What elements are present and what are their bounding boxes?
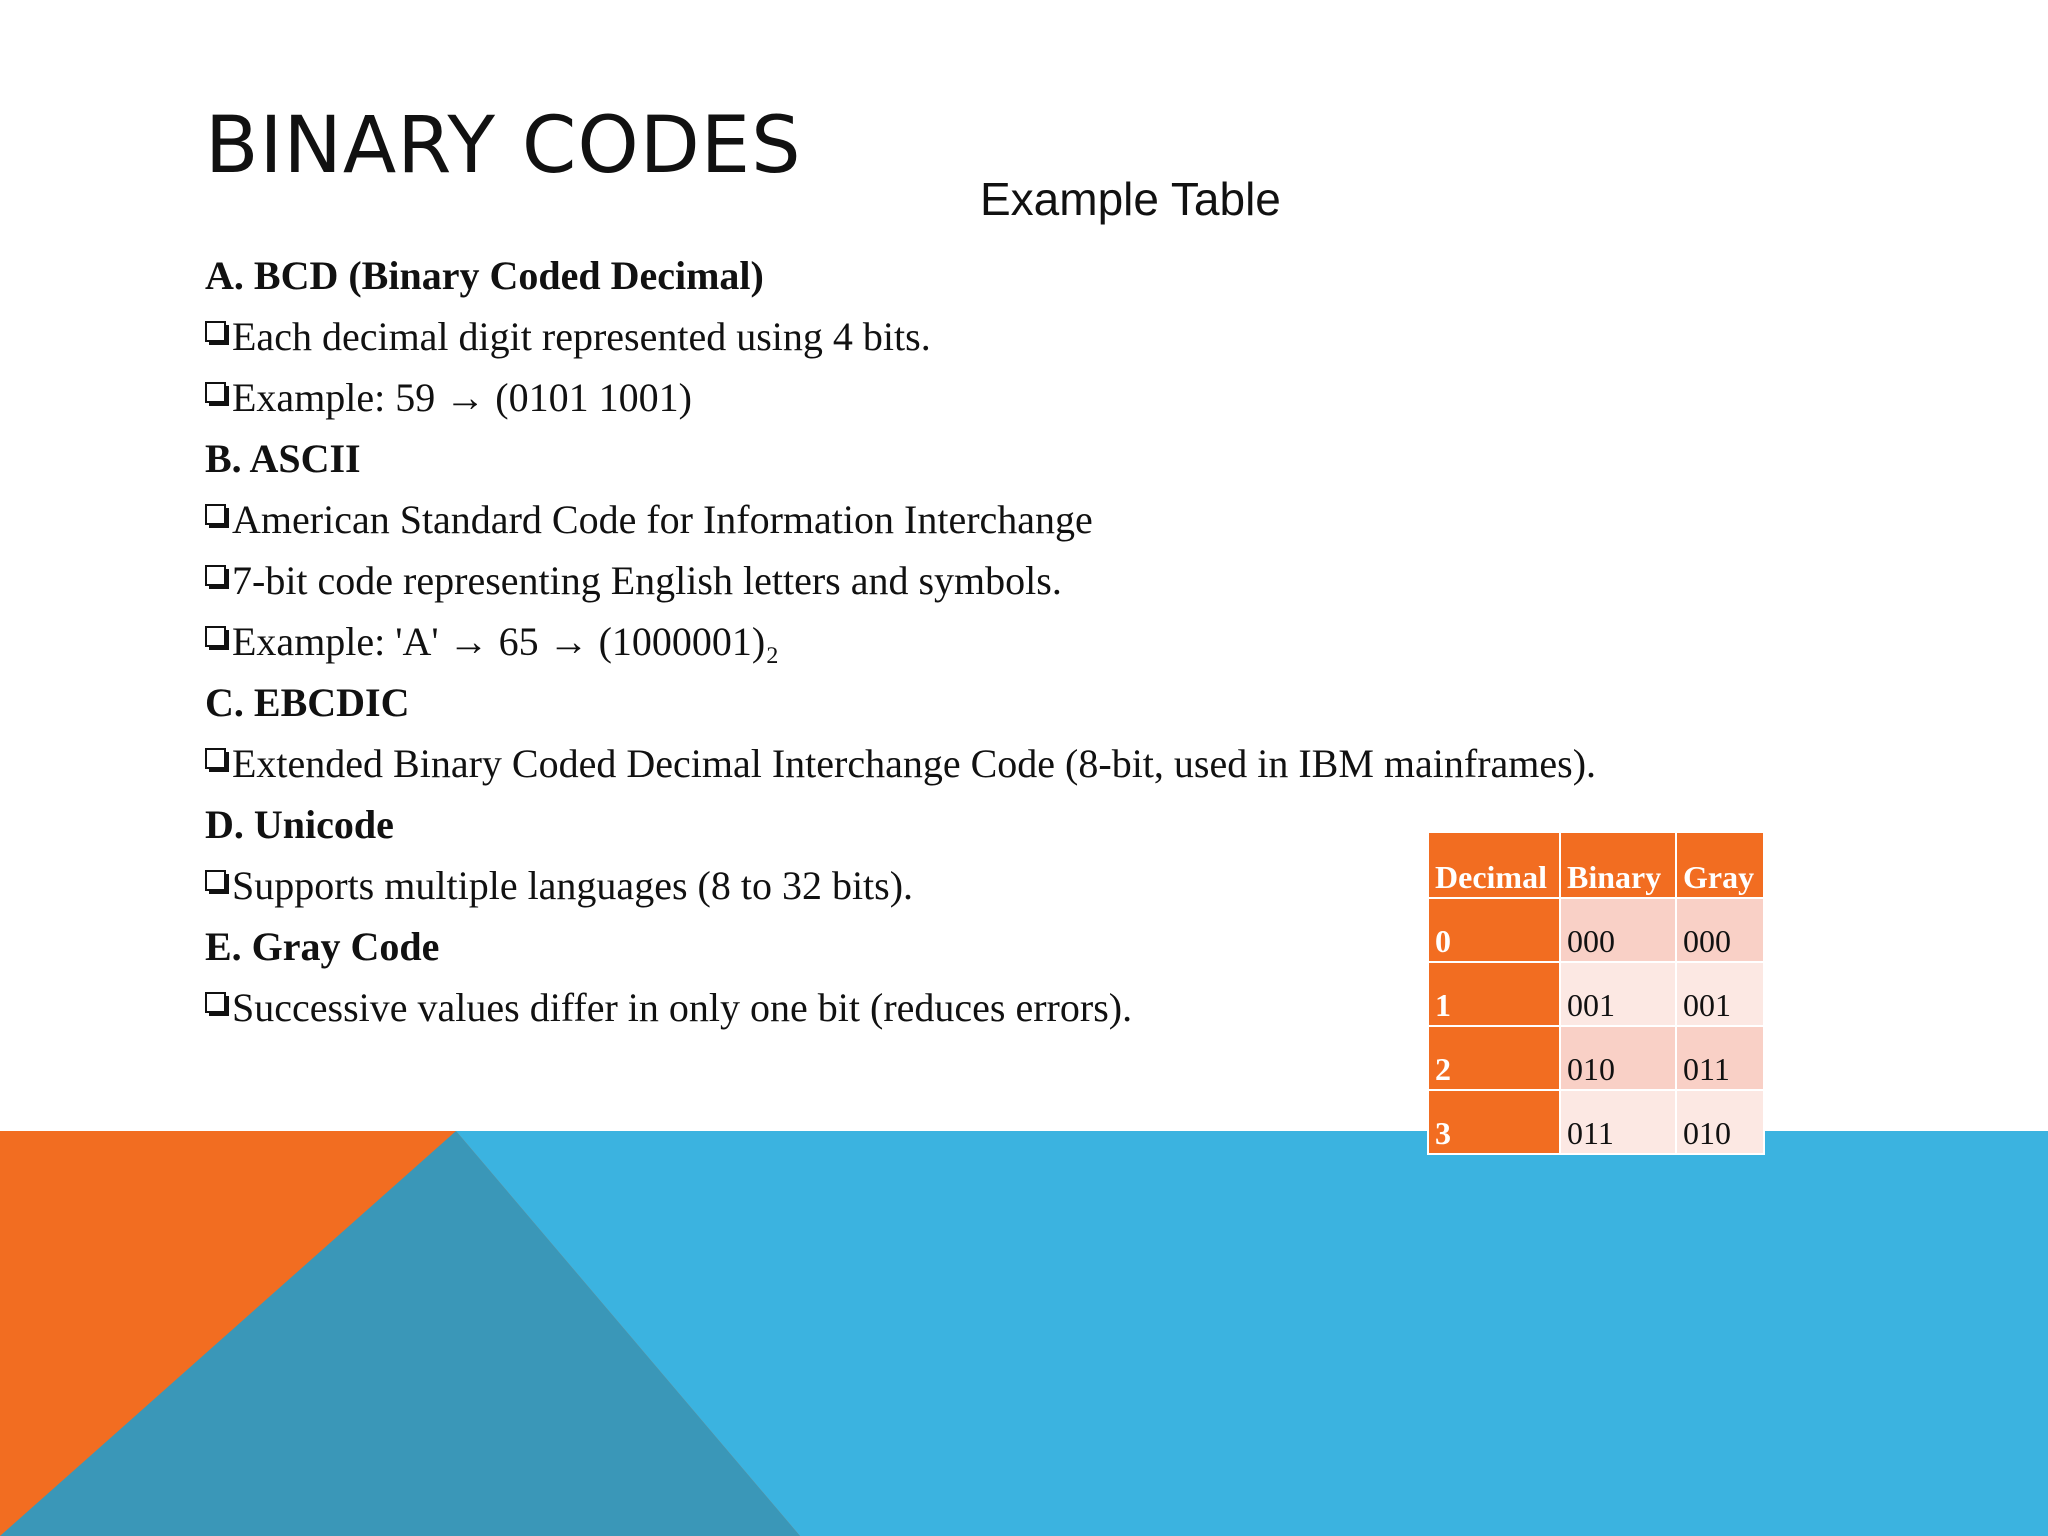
bullet-text: Example: 59 → (0101 1001)	[232, 375, 692, 420]
section-heading-ascii: B. ASCII	[205, 428, 1765, 489]
binary-cell: 000	[1559, 897, 1677, 963]
bullet-text: Supports multiple languages (8 to 32 bit…	[232, 863, 914, 908]
gray-cell: 010	[1675, 1089, 1765, 1155]
slide-title: BINARY CODES	[205, 101, 802, 191]
decimal-cell: 0	[1427, 897, 1561, 963]
bullet-item: Extended Binary Coded Decimal Interchang…	[205, 733, 1765, 794]
table-row: 2 010 011	[1427, 1025, 1765, 1091]
heading-text: A. BCD (Binary Coded Decimal)	[205, 253, 764, 298]
table-row: 0 000 000	[1427, 897, 1765, 963]
gray-cell: 001	[1675, 961, 1765, 1027]
table-row: 3 011 010	[1427, 1089, 1765, 1155]
section-heading-gray-code: E. Gray Code	[205, 916, 1765, 977]
square-bullet-icon	[205, 748, 229, 772]
square-bullet-icon	[205, 565, 229, 589]
gray-cell: 000	[1675, 897, 1765, 963]
bullet-item: Each decimal digit represented using 4 b…	[205, 306, 1765, 367]
bullet-item: Successive values differ in only one bit…	[205, 977, 1765, 1038]
heading-text: E. Gray Code	[205, 924, 440, 969]
bullet-text: Extended Binary Coded Decimal Interchang…	[232, 741, 1597, 786]
slide-content: A. BCD (Binary Coded Decimal) Each decim…	[205, 245, 1765, 1038]
bullet-item: 7-bit code representing English letters …	[205, 550, 1765, 611]
bullet-item: American Standard Code for Information I…	[205, 489, 1765, 550]
binary-cell: 010	[1559, 1025, 1677, 1091]
example-table-title: Example Table	[980, 173, 1281, 225]
bullet-item: Example: 'A' → 65 → (1000001)₂	[205, 611, 1765, 672]
section-heading-bcd: A. BCD (Binary Coded Decimal)	[205, 245, 1765, 306]
section-heading-unicode: D. Unicode	[205, 794, 1765, 855]
bullet-text: 7-bit code representing English letters …	[232, 558, 1062, 603]
column-header-gray: Gray	[1675, 831, 1765, 899]
column-header-decimal: Decimal	[1427, 831, 1561, 899]
gray-cell: 011	[1675, 1025, 1765, 1091]
decimal-cell: 3	[1427, 1089, 1561, 1155]
gray-code-table: Decimal Binary Gray 0 000 000 1 001 001 …	[1427, 831, 1765, 1155]
table-header-row: Decimal Binary Gray	[1427, 831, 1765, 899]
square-bullet-icon	[205, 321, 229, 345]
binary-cell: 011	[1559, 1089, 1677, 1155]
decimal-cell: 1	[1427, 961, 1561, 1027]
bullet-item: Supports multiple languages (8 to 32 bit…	[205, 855, 1765, 916]
bullet-text: Each decimal digit represented using 4 b…	[232, 314, 931, 359]
square-bullet-icon	[205, 504, 229, 528]
dark-blue-triangle-shape	[0, 1131, 800, 1536]
background-decoration	[0, 1131, 800, 1536]
bullet-text: American Standard Code for Information I…	[232, 497, 1093, 542]
square-bullet-icon	[205, 382, 229, 406]
bullet-item: Example: 59 → (0101 1001)	[205, 367, 1765, 428]
heading-text: B. ASCII	[205, 436, 361, 481]
square-bullet-icon	[205, 870, 229, 894]
binary-cell: 001	[1559, 961, 1677, 1027]
bullet-text: Example: 'A' → 65 → (1000001)₂	[232, 619, 780, 664]
column-header-binary: Binary	[1559, 831, 1677, 899]
decimal-cell: 2	[1427, 1025, 1561, 1091]
heading-text: C. EBCDIC	[205, 680, 410, 725]
section-heading-ebcdic: C. EBCDIC	[205, 672, 1765, 733]
bullet-text: Successive values differ in only one bit…	[232, 985, 1133, 1030]
table-row: 1 001 001	[1427, 961, 1765, 1027]
square-bullet-icon	[205, 626, 229, 650]
heading-text: D. Unicode	[205, 802, 394, 847]
square-bullet-icon	[205, 992, 229, 1016]
